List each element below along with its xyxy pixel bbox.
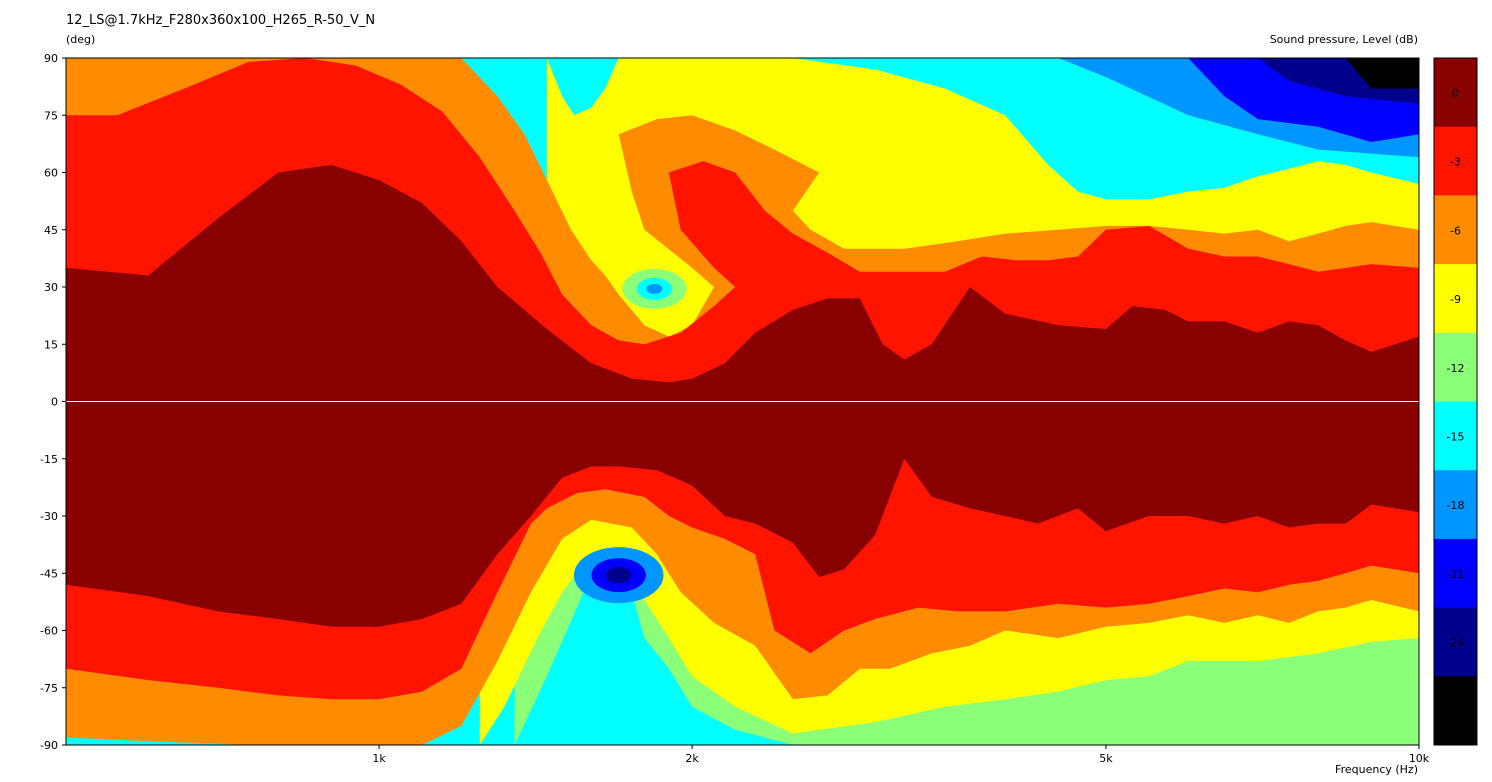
- y-tick-label: 15: [44, 338, 58, 351]
- y-tick-label: -60: [40, 625, 58, 638]
- colorbar: 0 -3 -6 -9 -12 -15 -18 -21 -24 -27: [1433, 57, 1478, 746]
- y-tick-label: -90: [40, 739, 58, 752]
- y-tick-label: 75: [44, 109, 58, 122]
- upper-minimum-core: [646, 283, 663, 294]
- colorbar-tick-label: -12: [1447, 362, 1465, 375]
- colorbar-tick-label: -27: [1447, 705, 1465, 718]
- colorbar-tick-label: -18: [1447, 499, 1465, 512]
- colorbar-swatch: [1434, 58, 1477, 128]
- colorbar-swatch: [1434, 538, 1477, 609]
- x-tick-label: 5k: [1099, 752, 1113, 765]
- colorbar-tick-label: -24: [1447, 637, 1465, 650]
- x-axis-label: Frequency (Hz): [1335, 763, 1418, 776]
- lower-minimum-core: [605, 567, 632, 584]
- y-tick-label: -75: [40, 682, 58, 695]
- colorbar-swatch: [1434, 401, 1477, 471]
- colorbar-swatch: [1434, 264, 1477, 334]
- colorbar-tick-label: 0: [1452, 87, 1459, 100]
- x-tick-label: 10k: [1409, 752, 1430, 765]
- colorbar-tick-label: -3: [1450, 156, 1461, 169]
- axes: 90 75 60 45 30 15 0 -15 -30 -45 -60 -75 -90 1k 2k 5k 10k: [40, 52, 1430, 765]
- colorbar-tick-label: -9: [1450, 293, 1461, 306]
- colorbar-tick-label: -6: [1450, 224, 1461, 237]
- y-tick-label: -30: [40, 510, 58, 523]
- y-axis-label: (deg): [66, 33, 96, 46]
- colorbar-label: Sound pressure, Level (dB): [1269, 33, 1418, 46]
- y-tick-label: 90: [44, 52, 58, 65]
- colorbar-tick-label: -21: [1447, 568, 1465, 581]
- contour-band-upper: [66, 164, 1419, 402]
- y-tick-label: 60: [44, 167, 58, 180]
- chart-title: 12_LS@1.7kHz_F280x360x100_H265_R-50_V_N: [66, 13, 376, 28]
- colorbar-swatch: [1434, 126, 1477, 196]
- y-tick-label: 45: [44, 224, 58, 237]
- y-tick-label: 30: [44, 281, 58, 294]
- colorbar-frame: [1433, 57, 1478, 746]
- colorbar-swatch: [1434, 676, 1477, 746]
- colorbar-swatch: [1434, 470, 1477, 540]
- y-tick-label: -45: [40, 567, 58, 580]
- contour-band-lower: [66, 401, 1419, 627]
- colorbar-swatch: [1434, 332, 1477, 402]
- colorbar-swatch: [1434, 195, 1477, 265]
- x-tick-label: 2k: [685, 752, 699, 765]
- y-tick-label: -15: [40, 453, 58, 466]
- colorbar-swatch: [1434, 607, 1477, 677]
- x-tick-label: 1k: [372, 752, 386, 765]
- colorbar-tick-label: -15: [1447, 431, 1465, 444]
- contour-band-corner: [1345, 58, 1419, 89]
- plot-area: [66, 58, 1419, 745]
- y-tick-label: 0: [51, 396, 58, 409]
